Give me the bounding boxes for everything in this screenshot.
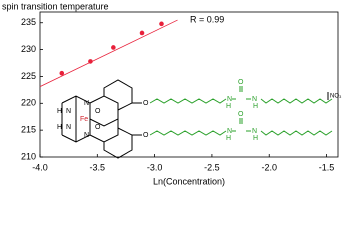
annotation: R = 0.99: [190, 14, 224, 24]
x-tick-label: -3.0: [147, 162, 163, 172]
atom-label: N: [84, 100, 89, 107]
atom-label: H: [226, 103, 231, 110]
counter-ion: NO₃: [330, 94, 342, 100]
plot-frame: [39, 11, 339, 158]
atom-label: N: [66, 108, 71, 115]
atom-label: N: [227, 128, 232, 135]
atom-label: O: [238, 111, 244, 118]
x-tick-label: -4.0: [32, 162, 48, 172]
y-tick-label: 215: [21, 125, 36, 135]
atom-label: N: [227, 96, 232, 103]
point: [59, 70, 65, 76]
atom-label: O: [95, 108, 101, 115]
atom-label: H: [253, 103, 258, 110]
x-tick-label: -2.5: [204, 162, 220, 172]
y-tick-label: 225: [21, 71, 36, 81]
atom-label: Fe: [80, 116, 88, 123]
chart: spin transition temperature Ln(Concentra…: [2, 1, 342, 186]
x-tick-label: -3.5: [90, 162, 106, 172]
atom-label: N: [66, 124, 71, 131]
point: [159, 21, 164, 27]
y-tick-label: 220: [21, 98, 36, 108]
atom-label: O: [238, 79, 244, 86]
atom-label: O: [143, 132, 149, 139]
atom-label: H: [57, 108, 62, 115]
y-tick-label: 210: [21, 151, 36, 161]
atom-label: H: [253, 135, 258, 142]
atom-label: O: [143, 100, 149, 107]
atom-label: H: [226, 135, 231, 142]
atom-label: N: [252, 96, 257, 103]
fit-line: [39, 19, 178, 88]
atom-label: N: [84, 132, 89, 139]
x-tick-label: -2.0: [261, 162, 277, 172]
molecule: H N N H N N Fe O O O O H N N H O H N N H…: [57, 79, 342, 159]
x-axis-label: Ln(Concentration): [153, 176, 225, 186]
x-tick-label: -1.5: [319, 162, 335, 172]
y-tick-label: 235: [21, 17, 36, 27]
atom-label: N: [252, 128, 257, 135]
point: [139, 30, 145, 36]
y-axis-label: spin transition temperature: [2, 1, 109, 11]
atom-label: H: [57, 124, 62, 131]
y-tick-label: 230: [21, 44, 36, 54]
atom-label: O: [95, 124, 101, 131]
point: [88, 59, 93, 64]
point: [111, 45, 116, 50]
